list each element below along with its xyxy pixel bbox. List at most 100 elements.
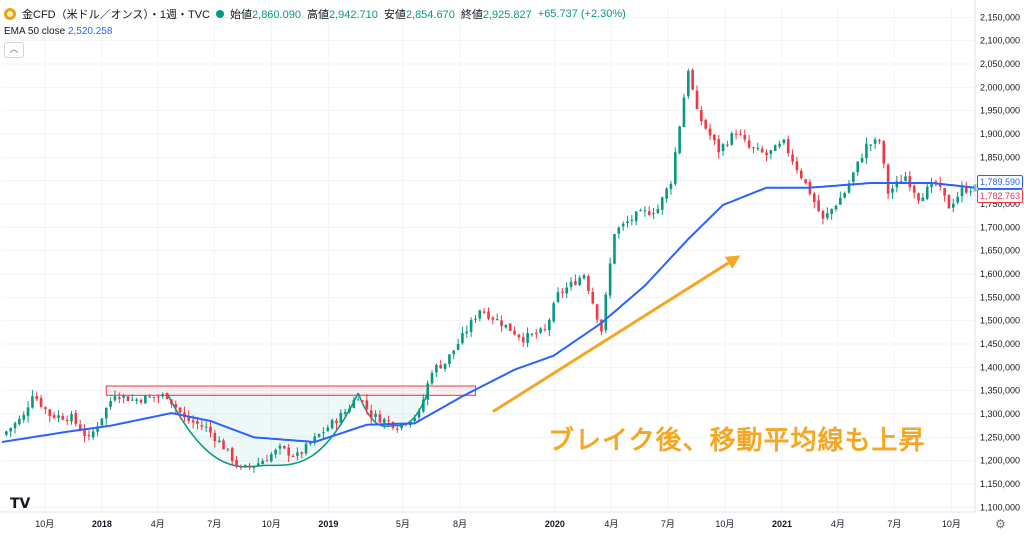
candle-body [513,330,516,335]
candle-body [917,193,920,201]
candle-body [361,400,364,402]
candle-body [422,399,425,412]
y-tick-label: 1,100,000 [980,502,1020,512]
ema-legend[interactable]: EMA 50 close 2,520.258 [4,26,112,37]
candle-body [934,181,938,183]
open-label: 始値 [230,9,253,21]
candle-body [178,407,182,413]
candle-body [313,436,317,443]
candle-body [222,440,225,450]
candle-body [769,150,773,154]
candle-body [743,134,747,140]
candle-body [365,400,369,409]
y-tick-label: 1,400,000 [980,362,1020,372]
candle-body [804,179,807,184]
y-tick-label: 1,600,000 [980,269,1020,279]
candle-body [895,181,899,188]
ohlc-high: 高値2,942.710 [307,6,378,22]
cup-curve-fill [167,393,359,467]
candle-body [582,275,586,279]
x-tick-label: 2019 [318,519,338,529]
candle-body [565,287,568,294]
candle-body [669,183,673,190]
y-tick-label: 2,000,000 [980,82,1020,92]
ohlc-low: 安値2,854.670 [384,6,455,22]
candle-body [765,152,768,156]
change-value: +65.737 (+2.30%) [537,8,626,20]
settings-gear-icon[interactable]: ⚙ [995,517,1006,531]
candle-body [31,396,34,408]
pattern-overlays [105,385,476,468]
candle-body [826,213,829,218]
candle-body [469,319,473,332]
candle-body [18,418,21,425]
candle-body [439,365,443,369]
x-tick-label: 10月 [262,519,281,529]
candle-body [847,183,851,193]
x-tick-label: 7月 [887,519,901,529]
candle-body [682,97,686,128]
candle-body [74,412,78,424]
tradingview-logo-icon[interactable]: TV [10,496,31,512]
candle-body [595,304,599,320]
live-dot-icon [216,10,225,18]
candlestick-series [5,68,977,473]
candle-body [243,464,247,468]
candle-body [157,396,160,398]
candle-body [817,200,820,212]
candle-body [799,170,803,179]
candle-body [465,331,469,334]
candle-body [951,203,955,208]
candle-body [873,139,877,144]
candle-body [474,318,477,320]
candle-body [604,294,608,331]
candle-body [791,154,794,162]
candle-body [461,333,464,344]
candle-body [426,383,429,400]
y-tick-label: 1,150,000 [980,479,1020,489]
candle-body [569,281,573,287]
candle-body [435,364,438,373]
candle-body [552,303,555,322]
candle-body [491,317,495,320]
ema-price-tag: 1,789.590 [977,174,1023,189]
close-value: 2,925.827 [482,9,532,21]
candle-body [947,194,951,209]
candle-body [48,409,52,417]
candle-body [773,145,777,152]
candle-body [230,448,234,461]
candle-body [839,197,842,205]
candle-body [65,419,69,421]
candle-body [687,70,690,97]
candle-body [296,452,299,456]
candle-body [943,187,946,196]
candle-body [695,90,699,110]
candle-body [217,440,221,443]
candle-body [213,433,217,442]
candle-body [226,448,230,450]
candle-body [882,141,886,164]
collapse-legend-button[interactable]: ︿ [4,42,24,58]
candle-body [734,133,738,135]
candle-body [713,134,716,141]
x-tick-label: 4月 [151,519,165,529]
annotation-text: ブレイク後、移動平均線も上昇 [548,425,926,455]
symbol-title[interactable]: 金CFD（米ドル／オンス）・1週・TVC [22,9,211,21]
candle-body [647,211,651,215]
candle-body [135,399,138,401]
candle-body [526,333,529,343]
x-tick-label: 2018 [92,519,112,529]
candle-body [521,337,525,343]
candle-body [660,197,664,210]
candle-body [196,421,199,424]
trend-arrow-shaft [492,261,730,413]
candle-body [300,452,304,454]
candle-body [613,234,616,264]
candle-body [348,408,351,412]
candle-body [630,219,634,221]
candle-body [812,193,816,202]
time-axis: 10月 2018 4月 7月 10月 2019 5月 8月 2020 4月 7月 10月 2021 4月 7… [0,511,975,529]
candle-body [717,139,721,153]
candle-body [530,333,534,335]
